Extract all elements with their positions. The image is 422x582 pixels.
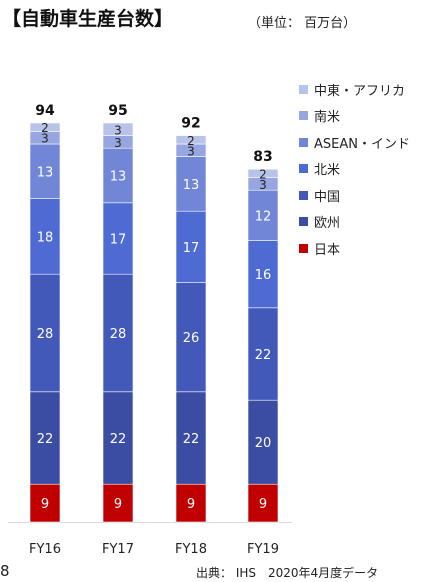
bar-segment-fy19-3 [247, 240, 279, 309]
legend-label: ASEAN・インド [314, 136, 410, 152]
bar-segment-fy18-3 [175, 210, 207, 283]
legend-swatch [299, 111, 308, 121]
data-label: 9 [187, 497, 195, 512]
data-label: 13 [183, 178, 200, 193]
legend-swatch [299, 84, 308, 94]
legend-label: 中国 [314, 189, 341, 205]
total-label: 95 [108, 103, 127, 119]
bar-segment-fy19-1 [247, 399, 279, 485]
legend-item: 南米 [299, 103, 410, 130]
legend-item: 日本 [299, 235, 410, 262]
data-label: 20 [255, 436, 272, 451]
data-label: 22 [255, 348, 272, 363]
legend-label: 南米 [314, 110, 341, 126]
data-label: 3 [187, 144, 195, 158]
legend-swatch [299, 164, 308, 174]
legend-swatch [299, 217, 308, 227]
legend-label: 中東・アフリカ [314, 83, 406, 99]
data-label: 2 [187, 134, 195, 148]
bar-segment-fy17-6 [102, 122, 134, 136]
legend-item: 中東・アフリカ [299, 76, 410, 103]
bar-segment-fy16-3 [29, 198, 61, 275]
legend-item: 北米 [299, 156, 410, 183]
chart-legend: 中東・アフリカ 南米 ASEAN・インド 北米中国欧州日本 [299, 76, 410, 262]
category-label: FY18 [175, 542, 207, 557]
bar-segment-fy16-6 [29, 122, 61, 132]
total-label: 94 [35, 103, 55, 119]
data-label: 17 [110, 233, 127, 248]
data-label: 3 [259, 178, 267, 192]
data-label: 18 [37, 230, 54, 245]
data-label: 17 [183, 241, 200, 256]
bar-segment-fy16-4 [29, 143, 61, 199]
data-label: 2 [41, 121, 49, 135]
data-label: 3 [114, 123, 122, 137]
data-label: 3 [114, 136, 122, 150]
data-label: 28 [37, 327, 54, 342]
bar-segment-fy17-0 [102, 483, 134, 523]
data-label: 9 [259, 497, 267, 512]
bar-segment-fy19-4 [247, 189, 279, 241]
bar-segment-fy18-4 [175, 156, 207, 212]
legend-item: 欧州 [299, 209, 410, 236]
legend-swatch [299, 190, 308, 200]
data-label: 16 [255, 268, 272, 283]
bar-segment-fy16-1 [29, 391, 61, 485]
legend-item: 中国 [299, 182, 410, 209]
legend-swatch [299, 137, 308, 147]
category-label: FY16 [29, 542, 61, 557]
total-label: 83 [253, 149, 272, 165]
legend-label: 日本 [314, 242, 341, 258]
page-number: 8 [0, 562, 10, 580]
category-label: FY19 [247, 542, 279, 557]
legend-swatch [299, 243, 308, 253]
bar-segment-fy19-0 [247, 483, 279, 523]
data-label: 9 [41, 497, 49, 512]
bar-segment-fy18-1 [175, 391, 207, 485]
data-label: 22 [37, 432, 54, 447]
data-label: 9 [114, 497, 122, 512]
legend-item: ASEAN・インド [299, 129, 410, 156]
bar-segment-fy17-3 [102, 202, 134, 275]
total-label: 92 [181, 116, 200, 132]
data-label: 22 [110, 432, 127, 447]
data-label: 12 [255, 209, 272, 224]
bar-segment-fy17-1 [102, 391, 134, 485]
bar-segment-fy16-0 [29, 483, 61, 523]
data-label: 26 [183, 331, 200, 346]
unit-label: （単位： 百万台） [248, 16, 357, 31]
source-note: 出典： IHS 2020年4月度データ [196, 566, 379, 580]
data-label: 28 [110, 327, 127, 342]
data-label: 13 [110, 170, 127, 185]
data-label: 13 [37, 165, 54, 180]
data-label: 3 [41, 132, 49, 146]
bar-segment-fy19-6 [247, 168, 279, 178]
category-label: FY17 [102, 542, 134, 557]
bar-segment-fy19-2 [247, 307, 279, 401]
chart-title: 【自動車生産台数】 [2, 8, 174, 30]
legend-label: 欧州 [314, 216, 341, 232]
data-label: 2 [259, 167, 267, 181]
bar-segment-fy16-2 [29, 273, 61, 393]
legend-label: 北米 [314, 163, 341, 179]
data-label: 22 [183, 432, 200, 447]
bar-segment-fy18-6 [175, 135, 207, 145]
